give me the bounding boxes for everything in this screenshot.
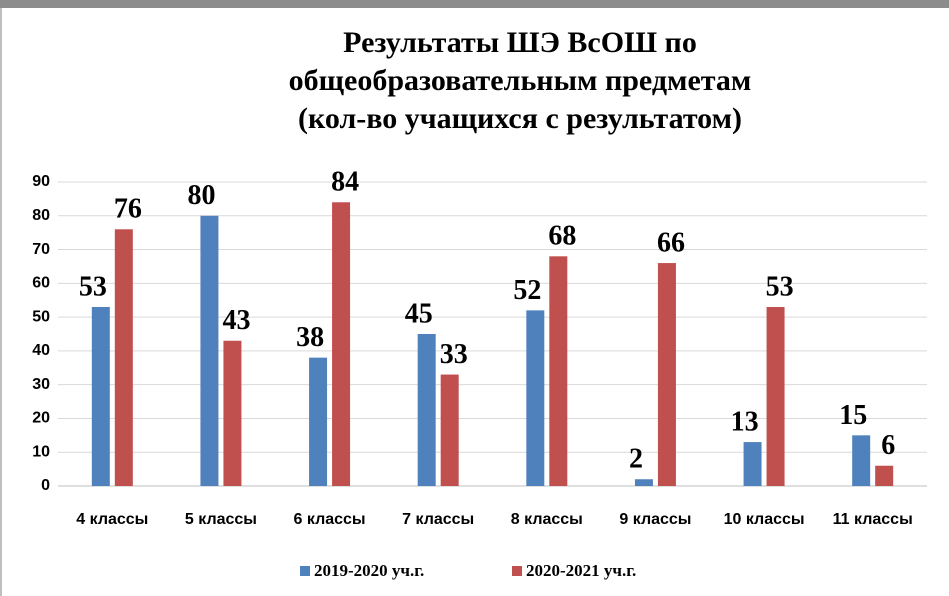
bar [526, 310, 545, 486]
data-label: 13 [731, 407, 759, 438]
x-tick-label: 4 классы [76, 511, 148, 528]
data-label: 6 [881, 430, 895, 461]
top-border [0, 0, 949, 8]
x-tick-label: 8 классы [511, 511, 583, 528]
data-label: 2 [629, 444, 643, 475]
data-label: 80 [187, 180, 215, 211]
legend-label: 2020-2021 уч.г. [526, 561, 636, 580]
data-label: 45 [405, 298, 433, 329]
data-label: 15 [839, 400, 867, 431]
bar [875, 465, 894, 486]
bar [309, 357, 328, 486]
legend-label: 2019-2020 уч.г. [314, 561, 424, 580]
bar [657, 263, 676, 486]
y-tick-label: 40 [32, 342, 50, 359]
x-tick-label: 9 классы [619, 511, 691, 528]
data-label: 43 [222, 305, 250, 336]
data-label: 38 [296, 322, 324, 353]
bar [549, 256, 568, 486]
bar [223, 340, 242, 486]
bar [114, 229, 133, 487]
y-tick-label: 30 [32, 376, 50, 393]
bar [417, 334, 436, 486]
data-label: 76 [114, 194, 142, 225]
x-tick-label: 10 классы [724, 511, 805, 528]
legend-swatch [300, 566, 310, 576]
y-tick-label: 80 [32, 207, 50, 224]
y-tick-label: 50 [32, 308, 50, 325]
data-label: 53 [766, 271, 794, 302]
bar [200, 215, 219, 486]
chart-title: (кол-во учащихся с результатом) [298, 102, 742, 135]
data-label: 33 [440, 339, 468, 370]
y-tick-label: 90 [32, 173, 50, 190]
y-tick-label: 0 [41, 477, 50, 494]
bar [634, 479, 653, 486]
data-label: 52 [513, 275, 541, 306]
x-tick-label: 5 классы [185, 511, 257, 528]
data-label: 53 [79, 271, 107, 302]
bar [743, 442, 762, 486]
y-tick-label: 70 [32, 241, 50, 258]
y-tick-label: 20 [32, 410, 50, 427]
chart-title: Результаты ШЭ ВсОШ по [343, 26, 697, 59]
data-label: 66 [657, 227, 685, 258]
bar [91, 306, 110, 486]
legend-swatch [512, 566, 522, 576]
y-tick-label: 60 [32, 275, 50, 292]
bar [332, 202, 351, 486]
x-tick-label: 7 классы [402, 511, 474, 528]
x-tick-label: 6 классы [294, 511, 366, 528]
y-tick-label: 10 [32, 443, 50, 460]
bar [766, 306, 785, 486]
chart-title: общеобразовательным предметам [289, 64, 752, 97]
x-tick-label: 11 классы [833, 511, 913, 528]
data-label: 68 [548, 221, 576, 252]
data-label: 84 [331, 167, 359, 198]
bar [852, 435, 871, 486]
bar [440, 374, 459, 486]
